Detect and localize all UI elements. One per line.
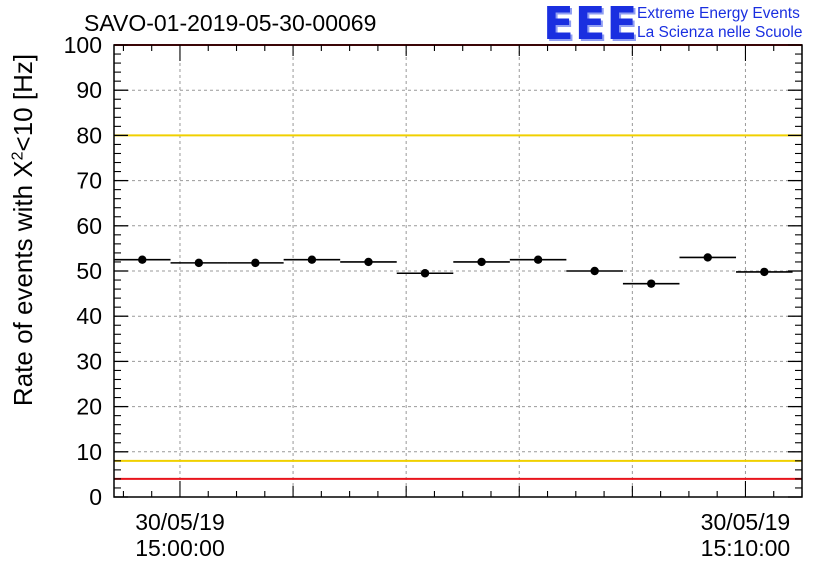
y-tick-label: 10 (76, 439, 102, 465)
y-tick-label: 60 (76, 213, 102, 239)
x-tick-date: 30/05/19 (135, 509, 225, 535)
y-tick-label: 70 (76, 168, 102, 194)
data-point (703, 253, 712, 262)
chart-title: SAVO-01-2019-05-30-00069 (84, 10, 377, 36)
y-tick-label: 0 (89, 484, 102, 510)
x-tick-label: 30/05/19 15:00:00 (110, 509, 250, 561)
y-tick-label: 30 (76, 348, 102, 374)
x-tick-time: 15:00:00 (135, 535, 225, 561)
y-tick-label: 40 (76, 303, 102, 329)
data-point (533, 255, 543, 264)
x-tick-time: 15:10:00 (700, 535, 791, 561)
y-tick-label: 20 (76, 394, 102, 420)
grid-lines (114, 45, 802, 497)
data-point (760, 267, 769, 277)
y-axis-label-sup: 2 (9, 151, 27, 161)
axis-ticks (114, 44, 803, 498)
y-tick-label: 90 (76, 77, 102, 103)
data-point (590, 266, 599, 276)
eee-logo: EEE (543, 0, 639, 50)
data-point (251, 258, 260, 268)
x-tick-label: 30/05/19 15:10:00 (675, 509, 815, 561)
data-point (647, 279, 656, 288)
y-tick-label: 100 (64, 32, 102, 58)
data-point (307, 255, 317, 264)
data-point (364, 257, 373, 267)
logo-line-2: La Scienza nelle Scuole (637, 24, 803, 41)
x-tick-date: 30/05/19 (700, 509, 791, 535)
y-axis-label: Rate of events with X2<10 [Hz] (8, 20, 38, 440)
logo-line-1: Extreme Energy Events (637, 5, 800, 22)
logo-caption: Extreme Energy Events La Scienza nelle S… (637, 4, 802, 42)
data-point (194, 258, 204, 268)
data-point (477, 257, 486, 267)
y-tick-label: 80 (76, 122, 102, 148)
y-tick-labels: 0 10 20 30 40 50 60 70 80 90 100 (64, 32, 102, 510)
data-point (420, 269, 430, 278)
data-point (138, 255, 147, 264)
y-axis-label-suffix: <10 [Hz] (8, 53, 38, 152)
data-points (114, 253, 793, 288)
y-tick-label: 50 (76, 258, 102, 284)
y-axis-label-prefix: Rate of events with X (8, 160, 38, 407)
